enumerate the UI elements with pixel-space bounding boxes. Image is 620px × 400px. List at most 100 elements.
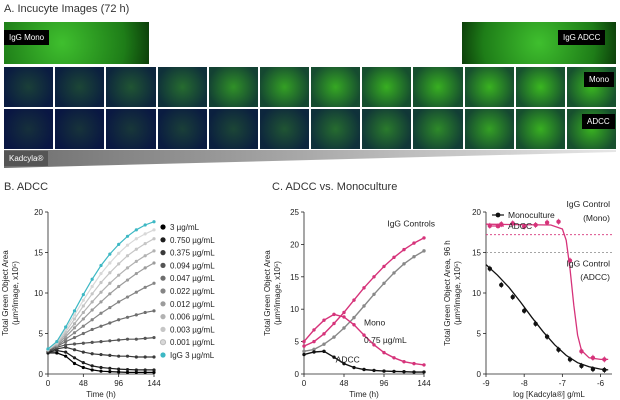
data-point <box>372 343 376 347</box>
x-axis-label: Time (h) <box>349 390 379 399</box>
data-point <box>143 285 147 289</box>
mono-tile <box>106 67 156 107</box>
data-point <box>99 352 103 357</box>
data-point <box>108 292 112 296</box>
data-point <box>412 370 416 374</box>
kadcyla-label: Kadcyla® <box>4 151 49 166</box>
data-point <box>72 342 77 346</box>
data-point <box>143 254 147 258</box>
section-b-title: B. ADCC <box>4 181 49 193</box>
adcc-tile <box>464 109 514 149</box>
data-point <box>362 367 366 372</box>
data-point <box>125 315 130 319</box>
y-tick-label: 0 <box>477 370 482 379</box>
data-point <box>152 368 156 372</box>
y-tick-label: 0 <box>295 370 300 379</box>
data-point <box>342 326 346 330</box>
x-tick-label: 0 <box>302 379 307 388</box>
data-point <box>362 286 366 290</box>
data-point <box>152 249 156 253</box>
data-point <box>72 326 77 330</box>
data-point <box>81 350 85 354</box>
mono-tile <box>464 67 514 107</box>
data-point <box>590 366 596 372</box>
data-point <box>152 281 156 285</box>
x-tick-label: -9 <box>482 379 490 388</box>
data-point <box>312 347 316 352</box>
image-grid: IgG Mono IgG ADCC Mono ADCC Kadcyla® <box>0 0 620 170</box>
data-point <box>99 369 103 373</box>
data-point <box>90 352 94 356</box>
y-axis-label-units: (µm²/image, x10⁵) <box>453 261 462 325</box>
mono-tile <box>515 67 565 107</box>
data-point <box>99 271 103 276</box>
data-point <box>117 338 121 342</box>
x-tick-label: -7 <box>559 379 567 388</box>
adcc-tile <box>259 109 310 149</box>
data-point <box>125 243 130 247</box>
data-point <box>64 343 68 347</box>
data-point <box>382 264 386 269</box>
data-point <box>322 349 326 354</box>
legend-label: 0.750 µg/mL <box>170 236 215 245</box>
data-point <box>90 277 94 281</box>
y-tick-label: 10 <box>290 305 299 314</box>
data-point <box>152 228 156 232</box>
data-point <box>312 339 316 344</box>
legend-label: 0.003 µg/mL <box>170 325 215 334</box>
ref-label-adcc-sub: (ADCC) <box>580 272 610 282</box>
data-point <box>590 355 596 360</box>
igg-mono-label: IgG Mono <box>4 30 50 45</box>
data-point <box>64 354 68 358</box>
data-point <box>108 281 112 285</box>
legend-marker <box>160 262 166 268</box>
data-point <box>81 341 85 345</box>
y-axis-label-units: (µm²/image, x10⁵) <box>273 261 282 325</box>
annotation-mono-conc: 0.75 µg/mL <box>364 335 407 345</box>
legend-marker <box>160 288 166 294</box>
series-line <box>47 337 155 352</box>
data-point <box>134 370 138 374</box>
data-point <box>99 300 103 304</box>
legend-marker <box>160 352 166 358</box>
data-point <box>402 359 406 364</box>
legend-label: 0.001 µg/mL <box>170 338 215 347</box>
data-point <box>125 234 130 238</box>
adcc-tile <box>208 109 258 149</box>
data-point <box>46 347 50 351</box>
legend-label: IgG 3 µg/mL <box>170 351 215 360</box>
data-point <box>342 310 346 315</box>
adcc-tile <box>413 109 463 149</box>
data-point <box>108 261 112 265</box>
legend-label: 0.094 µg/mL <box>170 261 215 270</box>
data-point <box>152 220 156 224</box>
data-point <box>117 318 121 322</box>
data-point <box>81 365 85 370</box>
adcc-tile <box>515 109 565 149</box>
data-point <box>125 266 130 270</box>
y-axis-label-units: (µm²/image, x10⁵) <box>11 261 20 325</box>
mono-tile <box>157 67 207 107</box>
data-point <box>72 331 77 335</box>
y-tick-label: 15 <box>34 249 43 258</box>
mono-tile <box>311 67 361 107</box>
data-point <box>487 223 493 228</box>
data-point <box>108 305 112 310</box>
y-tick-label: 10 <box>472 289 481 298</box>
data-point <box>134 355 138 359</box>
data-point <box>72 361 77 366</box>
data-point <box>99 324 103 328</box>
data-point <box>322 332 326 336</box>
data-point <box>81 310 85 315</box>
data-point <box>72 309 77 313</box>
data-point <box>90 327 94 332</box>
data-point <box>372 368 376 373</box>
data-point <box>143 336 147 340</box>
data-point <box>117 273 121 277</box>
data-point <box>72 335 77 340</box>
adcc-tile <box>106 109 156 149</box>
data-point <box>362 304 366 308</box>
data-point <box>302 339 306 344</box>
data-point <box>143 368 147 372</box>
data-point <box>302 349 306 354</box>
